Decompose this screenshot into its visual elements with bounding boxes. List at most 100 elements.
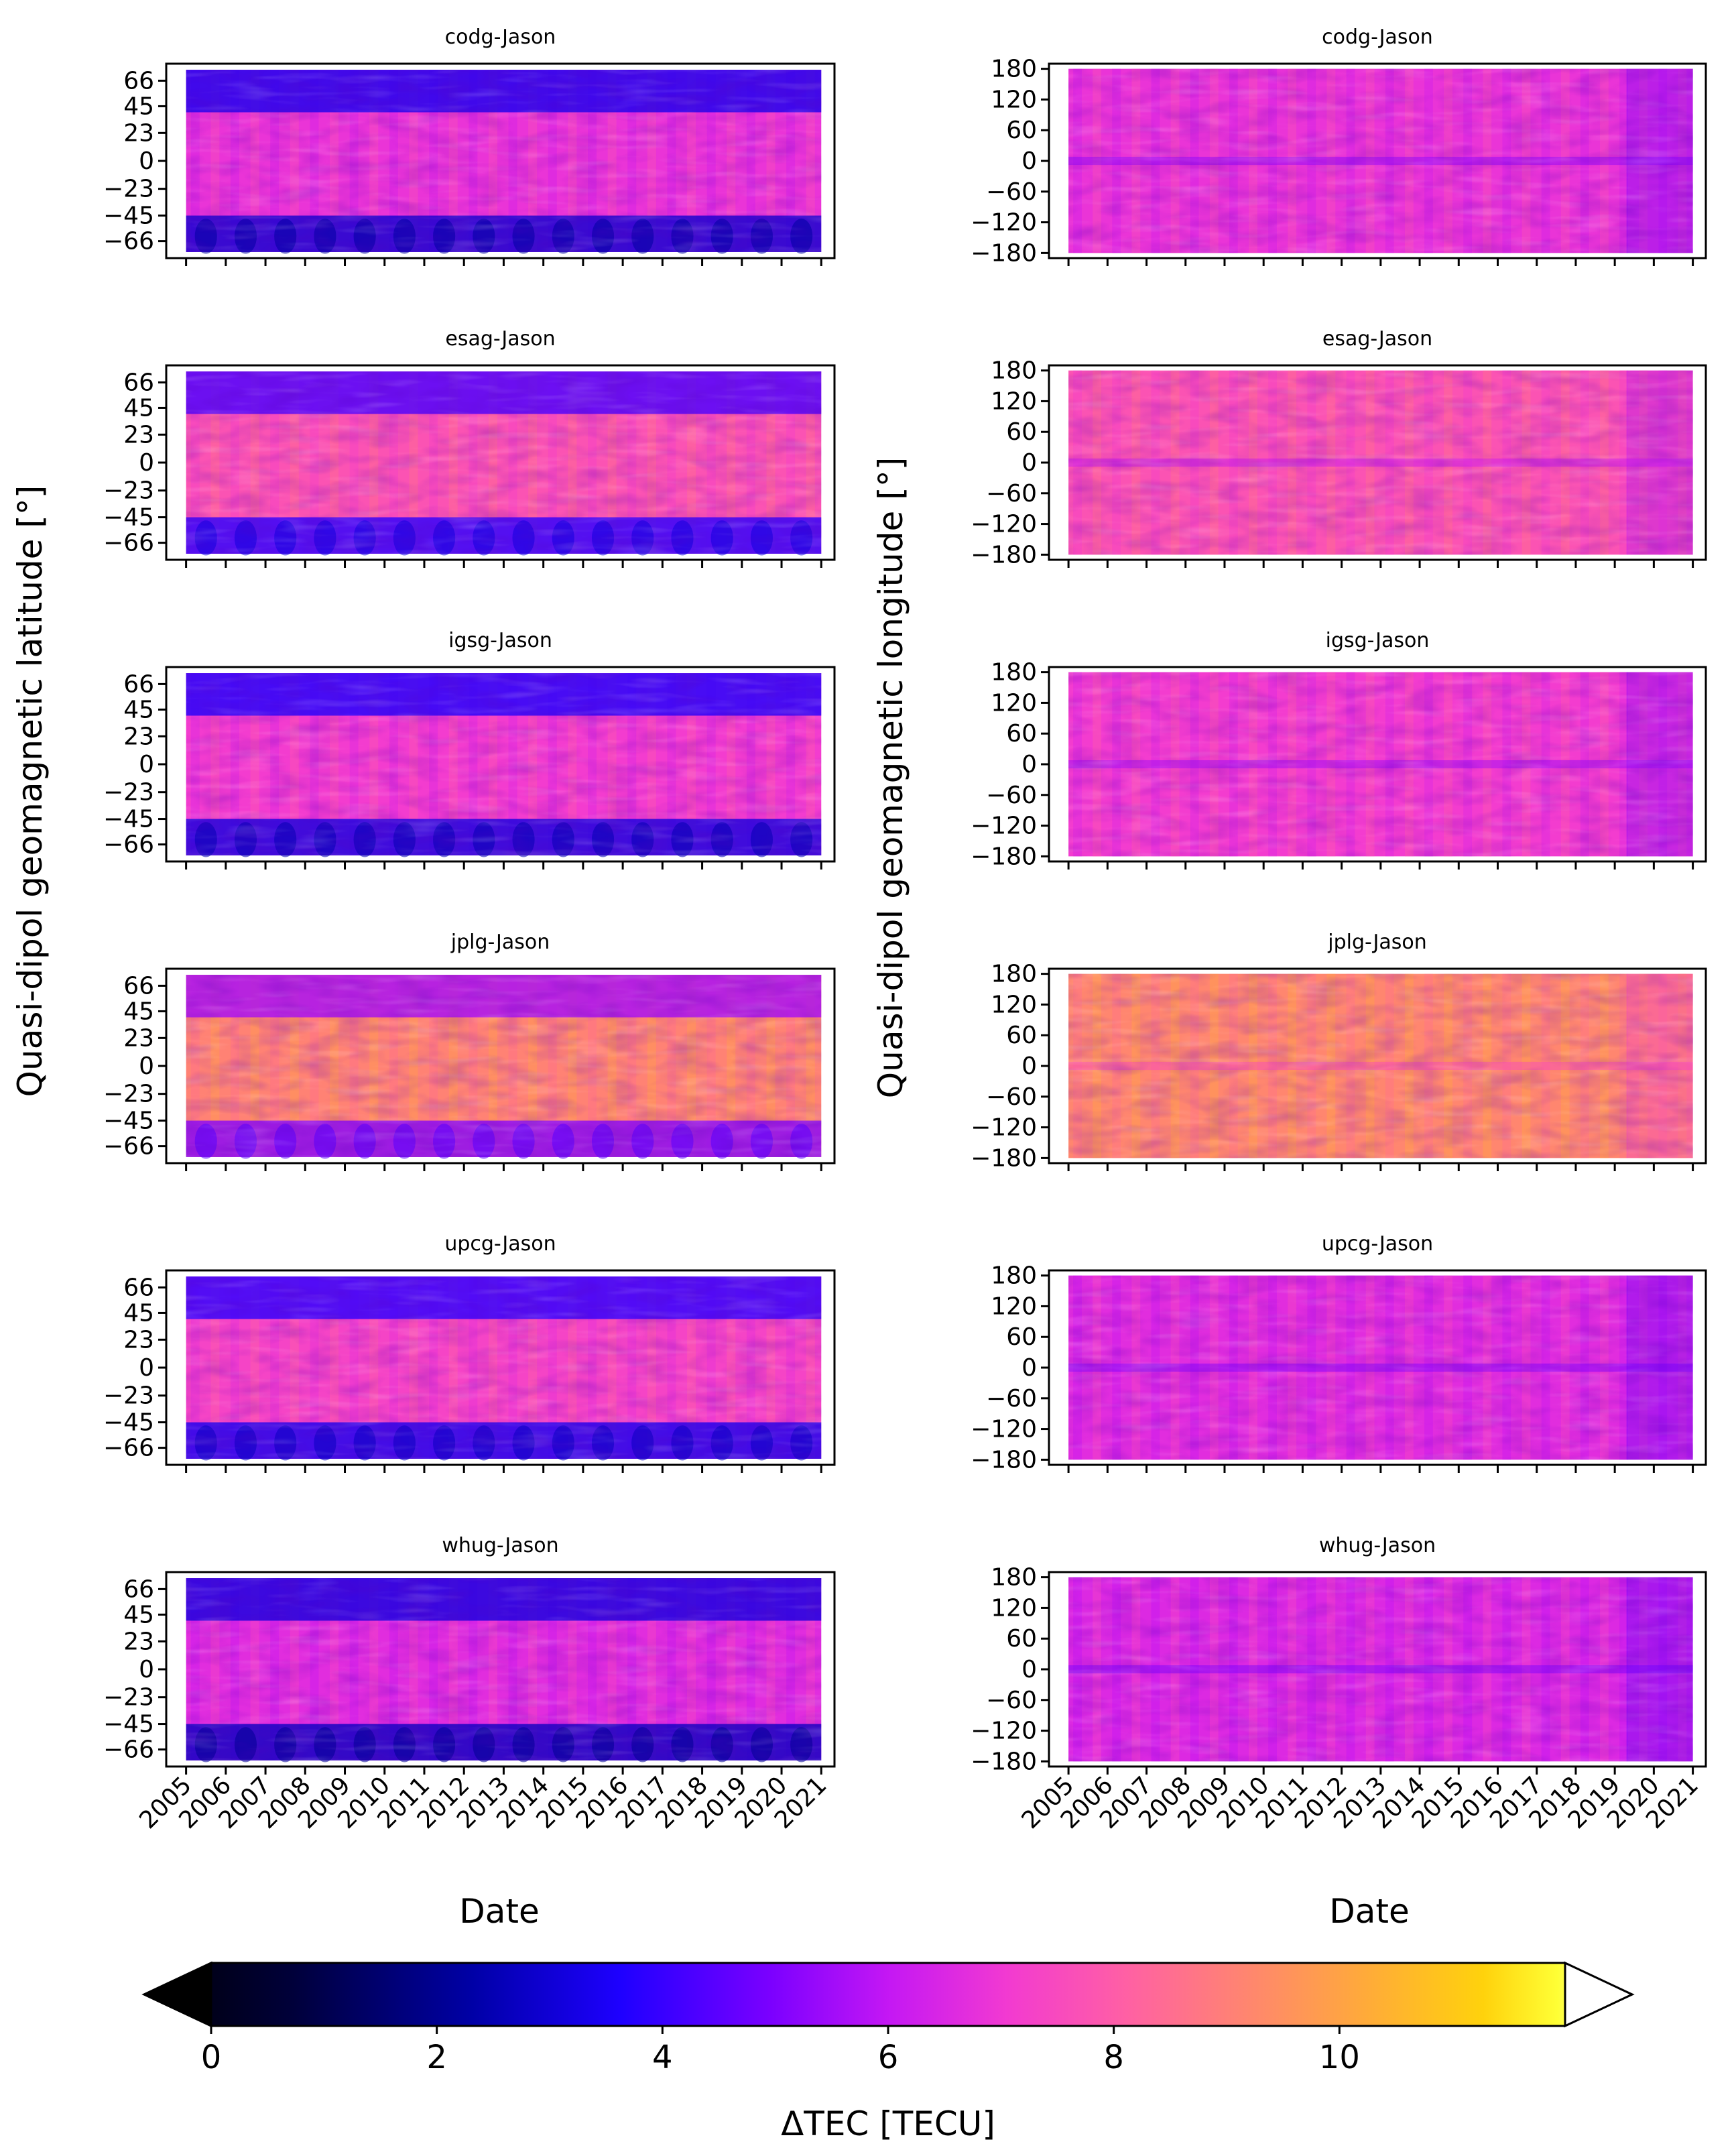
ytick-label: 60 (1006, 1625, 1037, 1653)
panel-igsg-Jason-longitude: igsg-Jason 180 120 60 0 −60 −120 −180 (971, 629, 1707, 870)
ytick-label: −66 (103, 228, 154, 255)
panel-title: igsg-Jason (1326, 629, 1430, 652)
ytick-label: 120 (991, 387, 1037, 415)
ytick-label: −180 (971, 843, 1037, 870)
ytick-label: −60 (986, 480, 1037, 507)
ytick-label: −23 (103, 779, 154, 806)
heatmap-texture-dark (1068, 1275, 1693, 1460)
ytick-label: 45 (123, 1299, 154, 1327)
ytick-label: 66 (123, 1575, 154, 1603)
panel-codg-Jason-longitude: codg-Jason 180 120 60 0 −60 −120−180 (971, 25, 1707, 267)
ytick-label: 0 (139, 1053, 154, 1080)
ytick-label: 45 (123, 1601, 154, 1628)
ytick-label: 180 (991, 56, 1037, 83)
ytick-label: 0 (139, 449, 154, 477)
ytick-label: 180 (991, 1564, 1037, 1592)
ytick-label: −66 (103, 831, 154, 859)
ytick-label: −180 (971, 541, 1037, 569)
ytick-label: −45 (103, 1409, 154, 1437)
panel-title: upcg-Jason (444, 1232, 556, 1256)
panel-title: whug-Jason (442, 1534, 558, 1557)
ytick-label: −45 (103, 202, 154, 230)
panel-jplg-Jason-longitude: jplg-Jason 180 120 60 0 −60 −120−180 (971, 931, 1707, 1172)
ytick-label: −45 (103, 806, 154, 833)
ytick-label: −120 (971, 209, 1037, 237)
ytick-label: 60 (1006, 1022, 1037, 1049)
heatmap-texture-dark (1068, 370, 1693, 555)
panel-title: esag-Jason (445, 327, 555, 351)
ytick-label: −23 (103, 477, 154, 505)
colorbar: 0 2 4 6 8 10 ΔTEC [TECU] (141, 1961, 1635, 2143)
ytick-label: −120 (971, 1718, 1037, 1745)
ytick-label: 0 (1021, 147, 1037, 175)
ytick-label: −120 (971, 511, 1037, 538)
ytick-label: −120 (971, 1416, 1037, 1443)
ytick-label: 60 (1006, 1323, 1037, 1351)
panel-whug-Jason-latitude: whug-Jason6645230−23−45−6620052006200720… (103, 1534, 836, 1834)
colorbar-tick-label: 6 (878, 2039, 899, 2076)
ytick-label: 23 (123, 1024, 154, 1052)
ytick-label: −66 (103, 1736, 154, 1764)
ytick-label: 66 (123, 369, 154, 396)
ytick-label: 120 (991, 991, 1037, 1018)
heatmap-texture-dark (1068, 68, 1693, 253)
panel-title: whug-Jason (1319, 1534, 1436, 1557)
ytick-label: 66 (123, 972, 154, 1000)
ytick-label: −180 (971, 1144, 1037, 1172)
ytick-label: −45 (103, 504, 154, 532)
ytick-label: 0 (1021, 449, 1037, 477)
ytick-label: 66 (123, 67, 154, 95)
ytick-label: −60 (986, 1385, 1037, 1413)
ytick-label: 66 (123, 670, 154, 698)
ytick-label: −180 (971, 1446, 1037, 1474)
ytick-label: 120 (991, 86, 1037, 113)
ytick-label: −180 (971, 239, 1037, 267)
ytick-label: −45 (103, 1108, 154, 1135)
ytick-label: 0 (1021, 1656, 1037, 1683)
heatmap-texture-dark (186, 70, 822, 252)
ytick-label: −60 (986, 782, 1037, 809)
panel-title: codg-Jason (445, 25, 556, 49)
panel-title: codg-Jason (1322, 25, 1433, 49)
ytick-label: 23 (123, 1628, 154, 1655)
ytick-label: −120 (971, 813, 1037, 840)
xlabel-left: Date (459, 1892, 540, 1931)
panel-title: upcg-Jason (1322, 1232, 1433, 1256)
heatmap-texture-dark (186, 371, 822, 554)
heatmap-texture-dark (186, 1276, 822, 1459)
ytick-label: 0 (139, 1354, 154, 1382)
panels: codg-Jason6645230−23−45−66codg-Jason1801… (103, 25, 1707, 1834)
colorbar-body (141, 1962, 1635, 2027)
ytick-label: 45 (123, 998, 154, 1025)
ytick-label: 0 (139, 751, 154, 778)
colorbar-tick-label: 4 (652, 2039, 673, 2076)
ytick-label: −23 (103, 1081, 154, 1108)
ytick-label: 180 (991, 1262, 1037, 1290)
ytick-label: −66 (103, 530, 154, 557)
ylabel-left: Quasi-dipol geomagnetic latitude [°] (11, 485, 50, 1097)
panel-title: jplg-Jason (1327, 931, 1426, 954)
panel-upcg-Jason-longitude: upcg-Jason 180 120 60 0 −60 −120 −180 (971, 1232, 1707, 1474)
ytick-label: −60 (986, 1083, 1037, 1111)
ytick-label: 23 (123, 723, 154, 750)
ytick-label: −23 (103, 176, 154, 203)
heatmap-texture-dark (1068, 973, 1693, 1158)
ytick-label: 120 (991, 1594, 1037, 1622)
colorbar-label: ΔTEC [TECU] (781, 2104, 995, 2143)
heatmap-texture-dark (186, 673, 822, 855)
ytick-label: 66 (123, 1274, 154, 1301)
ytick-label: −66 (103, 1435, 154, 1462)
ytick-label: 180 (991, 961, 1037, 988)
ytick-label: 0 (1021, 751, 1037, 778)
xlabel-right: Date (1329, 1892, 1410, 1931)
colorbar-tick-label: 10 (1319, 2039, 1360, 2076)
ytick-label: 45 (123, 696, 154, 723)
colorbar-tick-label: 0 (201, 2039, 222, 2076)
ytick-label: 180 (991, 357, 1037, 385)
